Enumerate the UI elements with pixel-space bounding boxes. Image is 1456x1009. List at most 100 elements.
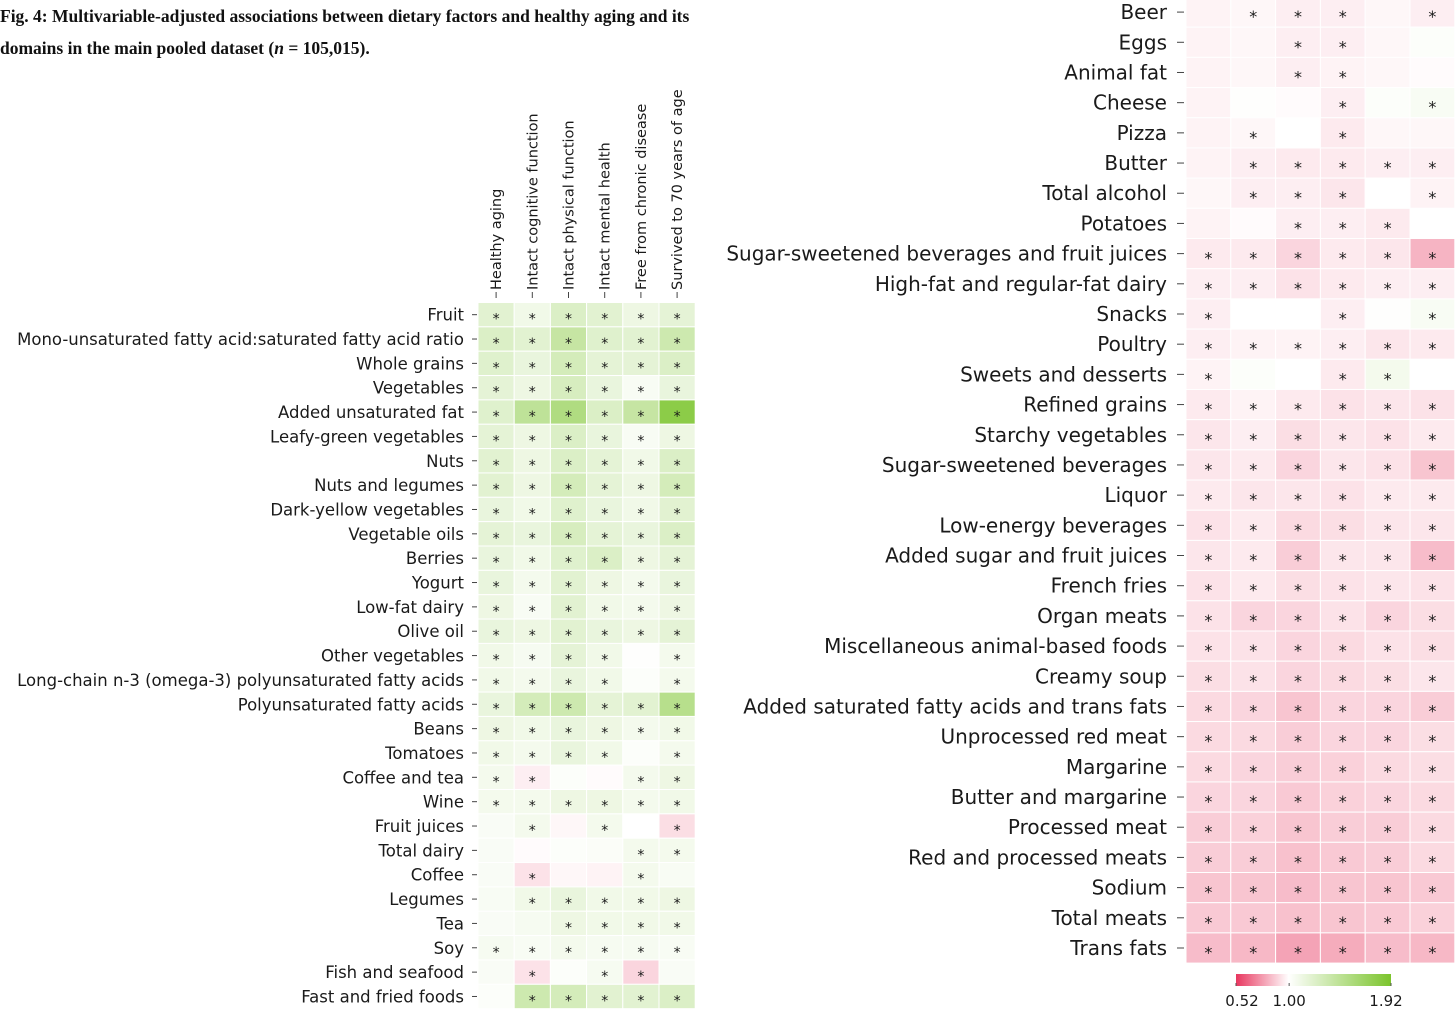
row-label: Cheese: [1093, 91, 1167, 115]
significance-star: *: [1204, 369, 1212, 388]
heatmap-row: Creamy soup * * * * * *: [1035, 660, 1456, 692]
significance-star: *: [1294, 671, 1302, 690]
heatmap-cell: [1409, 117, 1456, 149]
significance-star: *: [1249, 520, 1257, 539]
row-label: Fruit juices: [375, 817, 464, 836]
heatmap-cell: [1409, 932, 1456, 964]
significance-star: *: [1339, 158, 1347, 177]
significance-star: *: [601, 580, 608, 596]
significance-star: *: [1384, 520, 1392, 539]
legend-tick-label: 1.00: [1272, 992, 1305, 1009]
significance-star: *: [565, 555, 572, 571]
row-label: Total meats: [1051, 906, 1167, 930]
significance-star: *: [493, 604, 500, 620]
significance-star: *: [674, 458, 681, 474]
significance-star: *: [1428, 520, 1436, 539]
significance-star: *: [637, 360, 644, 376]
heatmap-cell: [1319, 268, 1366, 300]
figure-title: Fig. 4: Multivariable-adjusted associati…: [0, 0, 740, 64]
heatmap-row: Total dairy * *: [378, 837, 696, 863]
significance-star: *: [493, 385, 500, 401]
significance-star: *: [565, 433, 572, 449]
significance-star: *: [529, 872, 536, 888]
significance-star: *: [1384, 762, 1392, 781]
heatmap-row: Total meats * * * * * *: [1051, 902, 1456, 934]
heatmap-cell: [1275, 419, 1321, 451]
significance-star: *: [529, 336, 536, 352]
heatmap-cell: [549, 813, 588, 839]
significance-star: *: [1428, 490, 1436, 509]
heatmap-cell: [1185, 238, 1232, 270]
heatmap-cell: [658, 764, 696, 791]
row-label: Dark-yellow vegetables: [270, 500, 464, 519]
heatmap-cell: [1185, 328, 1232, 360]
row-label: Red and processed meats: [908, 845, 1167, 869]
significance-star: *: [1249, 883, 1257, 902]
significance-star: *: [565, 896, 572, 912]
significance-star: *: [601, 458, 608, 474]
significance-star: *: [1339, 551, 1347, 570]
heatmap-row: Wine * * * * * *: [423, 789, 696, 815]
significance-star: *: [565, 945, 572, 961]
heatmap-cell: [513, 813, 551, 839]
row-label: Miscellaneous animal-based foods: [824, 634, 1167, 658]
heatmap-cell: [513, 472, 551, 498]
row-label: Sweets and desserts: [960, 362, 1167, 386]
significance-star: *: [1249, 611, 1257, 630]
significance-star: *: [1428, 430, 1436, 449]
heatmap-cell: [658, 448, 696, 474]
significance-star: *: [1294, 641, 1302, 660]
significance-star: *: [1339, 309, 1347, 328]
significance-star: *: [565, 531, 572, 547]
significance-star: *: [1428, 551, 1436, 570]
heatmap-cell: [586, 667, 624, 693]
heatmap-cell: [586, 959, 624, 985]
significance-star: *: [601, 993, 608, 1009]
significance-star: *: [1428, 732, 1436, 751]
significance-star: *: [529, 580, 536, 596]
heatmap-cell: [1230, 358, 1277, 390]
heatmap-cell: [1275, 811, 1321, 843]
heatmap-row: Beer * * * *: [1120, 0, 1456, 28]
heatmap-cell: [1275, 26, 1321, 58]
significance-star: *: [565, 482, 572, 498]
significance-star: *: [565, 360, 572, 376]
heatmap-row: Margarine * * * * * *: [1066, 751, 1456, 783]
heatmap-row: Added saturated fatty acids and trans fa…: [743, 690, 1456, 723]
significance-star: *: [1339, 188, 1347, 207]
significance-star: *: [674, 750, 681, 766]
heatmap-cell: [658, 935, 696, 961]
significance-star: *: [601, 604, 608, 620]
row-label: Mono-unsaturated fatty acid:saturated fa…: [17, 330, 464, 349]
heatmap-cell: [586, 496, 624, 523]
heatmap-cell: [586, 350, 624, 377]
row-label: Animal fat: [1064, 60, 1167, 84]
heatmap-row: Low-fat dairy * * * * * *: [356, 594, 696, 620]
heatmap-cell: [477, 886, 515, 912]
significance-star: *: [674, 823, 681, 839]
significance-star: *: [601, 896, 608, 912]
significance-star: *: [493, 531, 500, 547]
significance-star: *: [493, 628, 500, 644]
heatmap-row: Red and processed meats * * * * * *: [908, 841, 1456, 874]
heatmap-cell: [622, 521, 660, 547]
significance-star: *: [1204, 671, 1212, 690]
heatmap-cell: [658, 983, 696, 1009]
heatmap-cell: [1275, 177, 1321, 209]
significance-star: *: [1428, 943, 1436, 962]
heatmap-cell: [477, 813, 515, 839]
row-label: French fries: [1051, 574, 1167, 598]
significance-star: *: [674, 774, 681, 790]
heatmap-row: Poultry * * * * * *: [1097, 328, 1456, 360]
heatmap-cell: [1409, 902, 1456, 934]
row-label: Beer: [1120, 0, 1167, 24]
significance-star: *: [1428, 581, 1436, 600]
heatmap-cell: [1319, 721, 1366, 753]
row-label: Added unsaturated fat: [278, 403, 465, 422]
significance-star: *: [1294, 792, 1302, 811]
heatmap-cell: [1409, 570, 1456, 602]
significance-star: *: [1339, 339, 1347, 358]
heatmap-row: Yogurt * * * * * *: [411, 569, 696, 596]
significance-star: *: [637, 312, 644, 328]
heatmap-cell: [549, 935, 588, 961]
